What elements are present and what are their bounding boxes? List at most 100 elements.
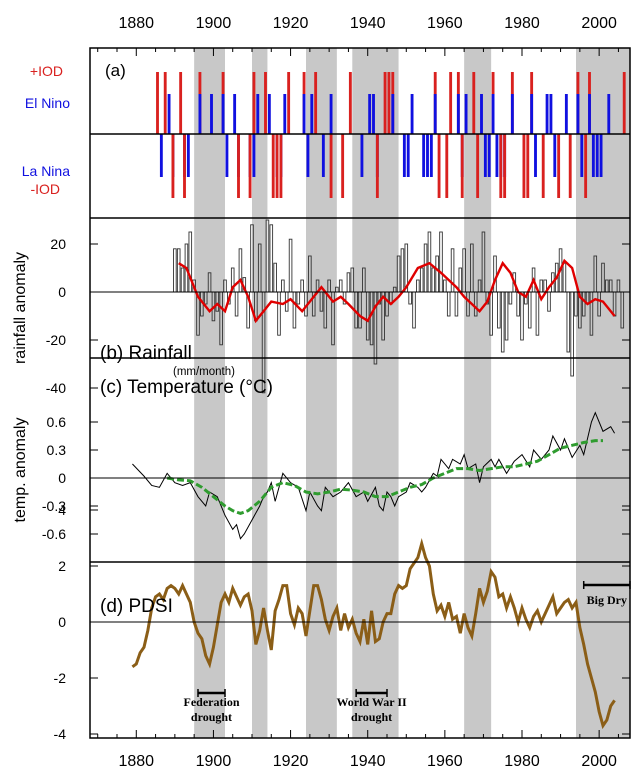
rainfall-bar-1935: [346, 272, 351, 293]
neg-iod-bar-1933: [341, 134, 345, 198]
rainfall-bar-1985: [539, 279, 544, 293]
temperature-smoothed-line: [166, 439, 603, 516]
el-nino-bar-2002: [607, 94, 611, 134]
shade-period-0: [194, 48, 225, 738]
la-nina-bar-1924: [306, 134, 310, 177]
rainfall-bar-1992: [566, 291, 571, 353]
neg-iod-bar-1906: [237, 134, 240, 198]
pos-iod-bar-1935: [348, 72, 352, 134]
x-tick-bottom-1980: 1980: [504, 753, 540, 770]
el-nino-bar-1914: [267, 94, 271, 134]
pos-iod-bar-2006: [622, 72, 626, 134]
el-nino-bar-1946: [391, 94, 395, 134]
el-nino-bar-1941: [372, 94, 375, 134]
panel-c-title: (c) Temperature (°C): [100, 377, 273, 398]
rainfall-bar-1963: [454, 291, 459, 317]
neg-iod-bar-1889: [171, 134, 175, 198]
pos-iod-bar-1967: [472, 72, 476, 134]
neg-iod-bar-1964: [460, 134, 464, 198]
temperature-y-tick-4: 0.6: [47, 414, 67, 430]
rainfall-bar-1976: [504, 291, 509, 341]
rainfall-bar-1977: [508, 291, 513, 305]
la-nina-bar-1998: [591, 134, 595, 177]
rainfall-bar-1955: [423, 243, 428, 293]
la-nina-bar-1949: [402, 134, 406, 177]
el-nino-bar-1957: [433, 94, 437, 134]
la-nina-bar-1893: [186, 134, 190, 177]
rainfall-bar-1993: [570, 291, 574, 377]
pos-iod-bar-1961: [449, 72, 453, 134]
x-tick-top-1980: 1980: [504, 15, 540, 32]
rainfall-bar-1952: [412, 291, 416, 329]
temperature-y-tick-0: -0.6: [42, 526, 66, 542]
el-nino-bar-1963: [456, 94, 460, 134]
rainfall-bar-1916: [273, 262, 277, 293]
neg-iod-bar-1892: [183, 134, 186, 198]
el-nino-bar-1888: [167, 94, 171, 134]
neg-iod-bar-1975: [503, 134, 507, 198]
el-nino-bar-1905: [233, 94, 237, 134]
rainfall-bar-1991: [562, 262, 567, 293]
pdsi-y-tick--4: -4: [54, 726, 67, 742]
rainfall-bar-1957: [431, 267, 436, 293]
rainfall-bar-1973: [493, 255, 497, 293]
annotation-text-0-1: drought: [191, 710, 232, 724]
shade-period-3: [352, 48, 399, 738]
neg-iod-bar-1992: [568, 134, 572, 198]
neg-iod-bar-1930: [329, 134, 333, 198]
el-nino-bar-1951: [410, 94, 414, 134]
neg-iod-bar-1909: [248, 134, 252, 198]
el-nino-bar-1994: [576, 94, 580, 134]
shade-period-5: [576, 48, 630, 738]
rainfall-bar-1953: [416, 279, 420, 293]
x-tick-bottom-1960: 1960: [427, 753, 463, 770]
la-nina-bar-1928: [321, 134, 325, 177]
la-nina-bar-1983: [534, 134, 537, 177]
rainfall-bar-1982: [527, 291, 532, 329]
neg-iod-bar-1981: [526, 134, 530, 198]
temperature-annual-line: [132, 411, 616, 540]
rainfall-bar-1918: [281, 279, 285, 293]
la-nina-bar-1988: [553, 134, 557, 177]
neg-iod-bar-1989: [557, 134, 561, 198]
x-tick-top-1880: 1880: [118, 15, 154, 32]
la-nina-bar-1903: [225, 134, 229, 177]
pos-iod-bar-1891: [179, 72, 183, 134]
pdsi-y-tick-0: 0: [58, 614, 66, 630]
el-nino-bar-1977: [510, 94, 514, 134]
rainfall-bar-1917: [277, 291, 281, 336]
rainfall-bar-1979: [516, 291, 520, 317]
el-nino-bar-1986: [545, 94, 549, 134]
neg-iod-bar-1996: [584, 134, 588, 198]
x-tick-bottom-1900: 1900: [196, 753, 232, 770]
rainfall-y-label: rainfall anomaly: [12, 252, 29, 364]
pos-iod-bar-1910: [252, 72, 256, 134]
la-nina-bar-1970: [483, 134, 487, 177]
pos-iod-bar-1887: [163, 72, 167, 134]
pos-iod-bar-1919: [287, 72, 291, 134]
pdsi-y-tick-2: 2: [58, 558, 66, 574]
la-nina-bar-1995: [580, 134, 584, 177]
neg-iod-bar-1980: [522, 134, 526, 198]
la-nina-bar-1973: [495, 134, 499, 177]
temperature-y-tick-2: 0: [58, 470, 66, 486]
rainfall-y-tick-0: 0: [58, 284, 66, 300]
x-tick-bottom-1880: 1880: [118, 753, 154, 770]
rainfall-bar-1906: [234, 291, 239, 317]
la-nina-bar-1950: [406, 134, 410, 177]
rainfall-bar-1984: [535, 291, 540, 336]
panel-frames: [89, 47, 631, 739]
panel-b-rainfall: (b) Rainfall (mm/month) -40 -20 0 20 rainfa…: [12, 219, 625, 396]
rainfall-bar-1915: [269, 224, 274, 293]
rainfall-bar-1933: [338, 279, 343, 293]
la-nina-bar-1971: [487, 134, 491, 177]
neg-iod-bar-1974: [499, 134, 503, 198]
neg-iod-bar-1915: [271, 134, 275, 198]
el-nino-bar-1923: [302, 94, 306, 134]
pdsi-y-tick--2: -2: [54, 670, 67, 686]
la-nina-bar-1956: [429, 134, 433, 177]
x-tick-labels-top: 1880 1900 1920 1940 1960 1980 2000: [118, 15, 617, 32]
rainfall-bar-1949: [400, 248, 405, 293]
